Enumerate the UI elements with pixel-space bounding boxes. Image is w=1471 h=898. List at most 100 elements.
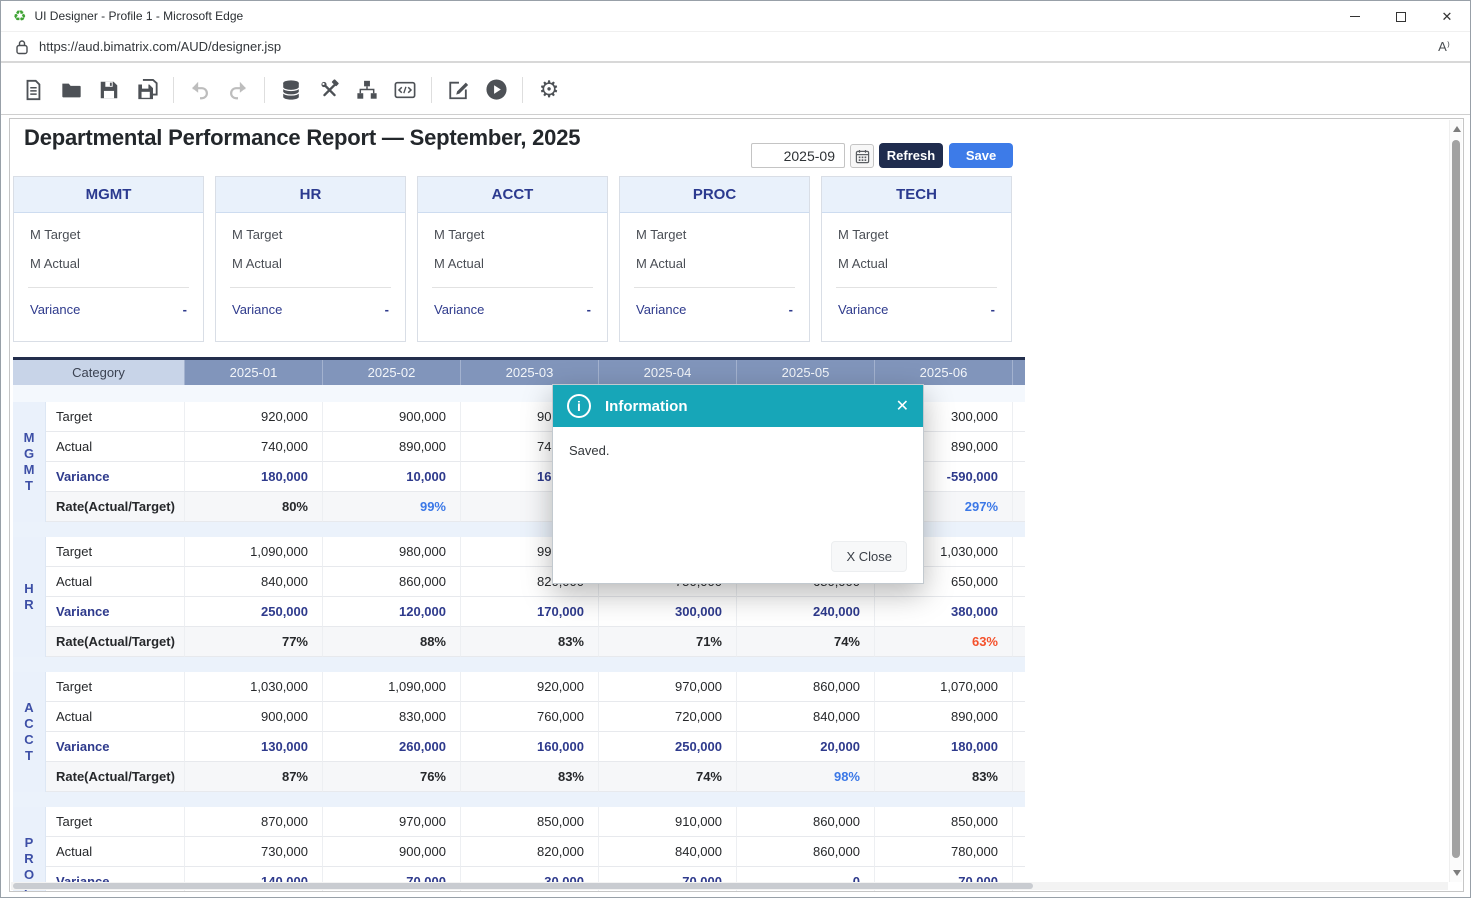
row-label: Target — [46, 402, 184, 432]
tools-icon[interactable] — [310, 72, 348, 108]
row-label: Rate(Actual/Target) — [46, 762, 184, 792]
scroll-down-arrow-icon[interactable] — [1453, 870, 1461, 876]
open-folder-icon[interactable] — [52, 72, 90, 108]
table-cell: 850,000 — [874, 807, 1012, 837]
save-icon[interactable] — [90, 72, 128, 108]
table-cell: 860,000 — [736, 672, 874, 702]
vertical-scroll-thumb[interactable] — [1452, 140, 1460, 858]
card-divider — [432, 287, 593, 288]
run-icon[interactable] — [477, 72, 515, 108]
card-actual-label: M Actual — [636, 256, 686, 271]
row-label: Actual — [46, 567, 184, 597]
table-cell: 1,090,000 — [184, 537, 322, 567]
minimize-button[interactable] — [1332, 1, 1378, 32]
table-cell: 860,000 — [322, 567, 460, 597]
dept-card-title: ACCT — [418, 177, 607, 213]
designer-toolbar: ⚙ — [1, 65, 1470, 115]
table-cell — [1012, 537, 1025, 567]
table-cell: 180,000 — [184, 462, 322, 492]
row-label: Rate(Actual/Target) — [46, 492, 184, 522]
card-target-label: M Target — [636, 227, 687, 242]
settings-icon[interactable]: ⚙ — [538, 76, 560, 102]
table-cell: 250,000 — [184, 597, 322, 627]
table-cell: 720,000 — [598, 702, 736, 732]
dialog-header: i Information ✕ — [553, 385, 923, 427]
table-cell: 88% — [322, 627, 460, 657]
table-cell: 860,000 — [736, 807, 874, 837]
source-code-icon[interactable] — [386, 72, 424, 108]
card-actual-label: M Actual — [838, 256, 888, 271]
toolbar-separator — [431, 76, 432, 103]
table-cell: 840,000 — [736, 702, 874, 732]
database-icon[interactable] — [272, 72, 310, 108]
card-variance-label: Variance — [636, 302, 687, 317]
table-cell: 740,000 — [184, 432, 322, 462]
table-cell — [1012, 702, 1025, 732]
horizontal-scrollbar[interactable] — [11, 882, 1448, 890]
dialog-close-button[interactable]: X Close — [831, 541, 907, 572]
scroll-up-arrow-icon[interactable] — [1453, 126, 1461, 132]
table-cell: 240,000 — [736, 597, 874, 627]
refresh-button[interactable]: Refresh — [879, 143, 943, 168]
redo-icon[interactable] — [219, 72, 257, 108]
table-cell — [1012, 402, 1025, 432]
table-cell: 900,000 — [184, 702, 322, 732]
title-bar: ♻ UI Designer - Profile 1 - Microsoft Ed… — [1, 1, 1470, 32]
table-cell: 890,000 — [874, 702, 1012, 732]
table-cell — [1012, 567, 1025, 597]
vertical-scrollbar[interactable] — [1449, 120, 1462, 882]
table-cell: 63% — [874, 627, 1012, 657]
save-button[interactable]: Save — [949, 143, 1013, 168]
dept-card-mgmt: MGMT M Target M Actual Variance - — [13, 176, 204, 342]
table-cell: 760,000 — [460, 702, 598, 732]
edit-icon[interactable] — [439, 72, 477, 108]
dept-card-title: PROC — [620, 177, 809, 213]
card-variance-label: Variance — [434, 302, 485, 317]
card-divider — [230, 287, 391, 288]
read-aloud-icon[interactable]: A⁾ — [1438, 38, 1450, 54]
card-divider — [28, 287, 189, 288]
card-variance-value: - — [384, 302, 389, 317]
hierarchy-icon[interactable] — [348, 72, 386, 108]
undo-icon[interactable] — [181, 72, 219, 108]
table-cell: 840,000 — [598, 837, 736, 867]
table-cell: 980,000 — [322, 537, 460, 567]
group-label-acct: A C C T — [13, 672, 46, 792]
table-cell: 76% — [322, 762, 460, 792]
maximize-icon — [1396, 11, 1406, 22]
card-variance-value: - — [182, 302, 187, 317]
period-input[interactable] — [751, 143, 845, 168]
window-title: UI Designer - Profile 1 - Microsoft Edge — [34, 9, 244, 23]
row-label: Variance — [46, 732, 184, 762]
dept-card-proc: PROC M Target M Actual Variance - — [619, 176, 810, 342]
dialog-close-icon[interactable]: ✕ — [895, 398, 909, 415]
maximize-button[interactable] — [1378, 1, 1424, 32]
table-cell: 300,000 — [598, 597, 736, 627]
dept-card-title: HR — [216, 177, 405, 213]
horizontal-scroll-thumb[interactable] — [13, 883, 1033, 889]
dept-card-title: MGMT — [14, 177, 203, 213]
url-text: https://aud.bimatrix.com/AUD/designer.js… — [39, 39, 282, 54]
row-label: Variance — [46, 597, 184, 627]
table-cell: 900,000 — [322, 837, 460, 867]
address-bar[interactable]: https://aud.bimatrix.com/AUD/designer.js… — [1, 32, 1470, 63]
calendar-button[interactable] — [850, 144, 874, 168]
table-cell — [1012, 462, 1025, 492]
table-cell — [1012, 597, 1025, 627]
table-cell: 160,000 — [460, 732, 598, 762]
table-cell: 99% — [322, 492, 460, 522]
save-all-icon[interactable] — [128, 72, 166, 108]
table-cell: 850,000 — [460, 807, 598, 837]
table-cell: 970,000 — [322, 807, 460, 837]
table-cell: 840,000 — [184, 567, 322, 597]
table-cell: 900,000 — [322, 402, 460, 432]
new-document-icon[interactable] — [14, 72, 52, 108]
toolbar-separator — [522, 76, 523, 103]
row-label: Target — [46, 807, 184, 837]
close-button[interactable]: ✕ — [1424, 1, 1470, 32]
table-cell: 1,030,000 — [184, 672, 322, 702]
row-label: Target — [46, 672, 184, 702]
page-title: Departmental Performance Report — Septem… — [24, 125, 581, 150]
table-cell: 130,000 — [184, 732, 322, 762]
table-cell: 920,000 — [460, 672, 598, 702]
